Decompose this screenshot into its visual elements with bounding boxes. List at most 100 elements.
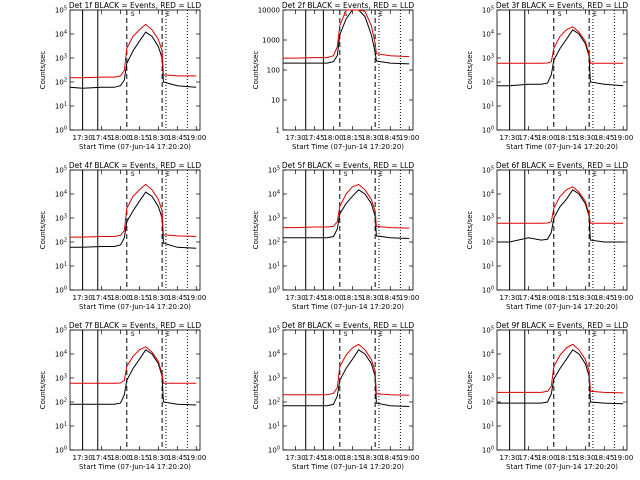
- x-tick-label: 18:00: [323, 134, 343, 142]
- lld-series-line: [70, 23, 197, 79]
- detector-panel: Det 5f BLACK = Events, RED = LLD 100 101 10…: [252, 161, 419, 311]
- x-tick-label: 17:45: [518, 294, 538, 302]
- lld-series-line: [283, 9, 410, 59]
- plot-frame: [69, 329, 201, 451]
- x-tick-label: 18:00: [110, 294, 130, 302]
- flag-label: S: [558, 171, 562, 178]
- y-tick-label: 102: [482, 398, 494, 407]
- y-tick-label: 105: [482, 326, 494, 335]
- panel-title: Det 9f BLACK = Events, RED = LLD: [496, 321, 629, 330]
- x-tick-label: 18:30: [361, 294, 381, 302]
- plot-frame: [496, 9, 628, 131]
- y-axis-label: Counts/sec: [466, 211, 474, 250]
- y-tick-label: 101: [482, 422, 494, 431]
- x-tick-label: 18:15: [342, 294, 362, 302]
- y-tick-label: 101: [55, 102, 67, 111]
- flag-label: S: [344, 331, 348, 338]
- flag-label: S: [131, 11, 135, 18]
- y-tick-label: 1: [276, 127, 280, 135]
- x-tick-label: 19:00: [613, 294, 633, 302]
- x-tick-label: 18:45: [167, 134, 187, 142]
- y-tick-label: 104: [482, 190, 494, 199]
- y-tick-label: 102: [55, 78, 67, 87]
- x-tick-label: 18:45: [380, 294, 400, 302]
- y-tick-label: 103: [55, 54, 67, 63]
- flag-label: E: [593, 11, 597, 18]
- x-tick-label: 17:45: [91, 294, 111, 302]
- y-tick-label: 103: [55, 374, 67, 383]
- y-tick-label: 101: [482, 102, 494, 111]
- flag-label: S: [131, 331, 135, 338]
- detector-panel: Det 4f BLACK = Events, RED = LLD 100 101 10…: [39, 161, 206, 311]
- lld-series-line: [497, 186, 624, 224]
- y-tick-label: 101: [55, 262, 67, 271]
- y-tick-label: 102: [55, 398, 67, 407]
- flag-label: E: [379, 11, 383, 18]
- y-tick-label: 102: [268, 398, 280, 407]
- plot-frame: [69, 9, 201, 131]
- x-tick-label: 18:15: [556, 454, 576, 462]
- y-tick-label: 104: [55, 350, 67, 359]
- panel-title: Det 8f BLACK = Events, RED = LLD: [282, 321, 415, 330]
- x-tick-label: 19:00: [399, 454, 419, 462]
- x-tick-label: 18:30: [575, 294, 595, 302]
- y-tick-label: 100: [268, 446, 280, 455]
- x-tick-label: 19:00: [613, 134, 633, 142]
- x-tick-label: 18:15: [556, 134, 576, 142]
- x-axis-label: Start Time (07-Jun-14 17:20:20): [79, 303, 191, 311]
- flag-label: E: [166, 171, 170, 178]
- x-axis-label: Start Time (07-Jun-14 17:20:20): [506, 143, 618, 151]
- y-tick-label: 104: [482, 30, 494, 39]
- y-axis-label: Counts/sec: [252, 211, 260, 250]
- detector-panel: Det 6f BLACK = Events, RED = LLD 100 101 10…: [466, 161, 633, 311]
- y-tick-label: 103: [482, 374, 494, 383]
- panel-title: Det 3f BLACK = Events, RED = LLD: [496, 1, 629, 10]
- x-tick-label: 17:30: [500, 454, 520, 462]
- y-tick-label: 105: [482, 6, 494, 15]
- x-tick-label: 18:15: [556, 294, 576, 302]
- x-tick-label: 18:00: [323, 294, 343, 302]
- y-axis-label: Counts/sec: [39, 51, 47, 90]
- x-tick-label: 18:15: [129, 454, 149, 462]
- panel-title: Det 4f BLACK = Events, RED = LLD: [69, 161, 202, 170]
- detector-panel: Det 9f BLACK = Events, RED = LLD 100 101 10…: [466, 321, 633, 471]
- x-tick-label: 18:45: [167, 454, 187, 462]
- x-tick-label: 17:45: [518, 454, 538, 462]
- x-tick-label: 18:15: [129, 294, 149, 302]
- x-tick-label: 19:00: [399, 294, 419, 302]
- y-tick-label: 1000: [262, 37, 280, 45]
- y-tick-label: 100: [55, 126, 67, 135]
- y-tick-label: 101: [55, 422, 67, 431]
- y-tick-label: 105: [55, 6, 67, 15]
- x-tick-label: 18:30: [575, 134, 595, 142]
- y-tick-label: 100: [55, 446, 67, 455]
- y-tick-label: 104: [482, 350, 494, 359]
- flag-label: E: [593, 171, 597, 178]
- x-tick-label: 17:45: [91, 134, 111, 142]
- y-tick-label: 100: [482, 286, 494, 295]
- x-tick-label: 19:00: [613, 454, 633, 462]
- y-tick-label: 103: [482, 54, 494, 63]
- x-tick-label: 19:00: [186, 134, 206, 142]
- panel-title: Det 2f BLACK = Events, RED = LLD: [282, 1, 415, 10]
- lld-series-line: [70, 346, 197, 384]
- x-tick-label: 18:30: [361, 134, 381, 142]
- plot-frame: [496, 169, 628, 291]
- panel-title: Det 5f BLACK = Events, RED = LLD: [282, 161, 415, 170]
- x-tick-label: 18:30: [148, 134, 168, 142]
- x-tick-label: 17:45: [304, 134, 324, 142]
- detector-panel: Det 2f BLACK = Events, RED = LLD 1 10 100 10…: [252, 1, 419, 151]
- y-tick-label: 104: [268, 350, 280, 359]
- y-tick-label: 103: [268, 214, 280, 223]
- y-tick-label: 101: [268, 422, 280, 431]
- events-series-line: [283, 349, 410, 407]
- flag-label: S: [344, 171, 348, 178]
- y-tick-label: 100: [482, 126, 494, 135]
- x-tick-label: 18:00: [323, 454, 343, 462]
- y-tick-label: 105: [55, 166, 67, 175]
- x-tick-label: 17:30: [286, 134, 306, 142]
- events-series-line: [497, 189, 624, 243]
- events-series-line: [69, 31, 197, 89]
- panel-title: Det 6f BLACK = Events, RED = LLD: [496, 161, 629, 170]
